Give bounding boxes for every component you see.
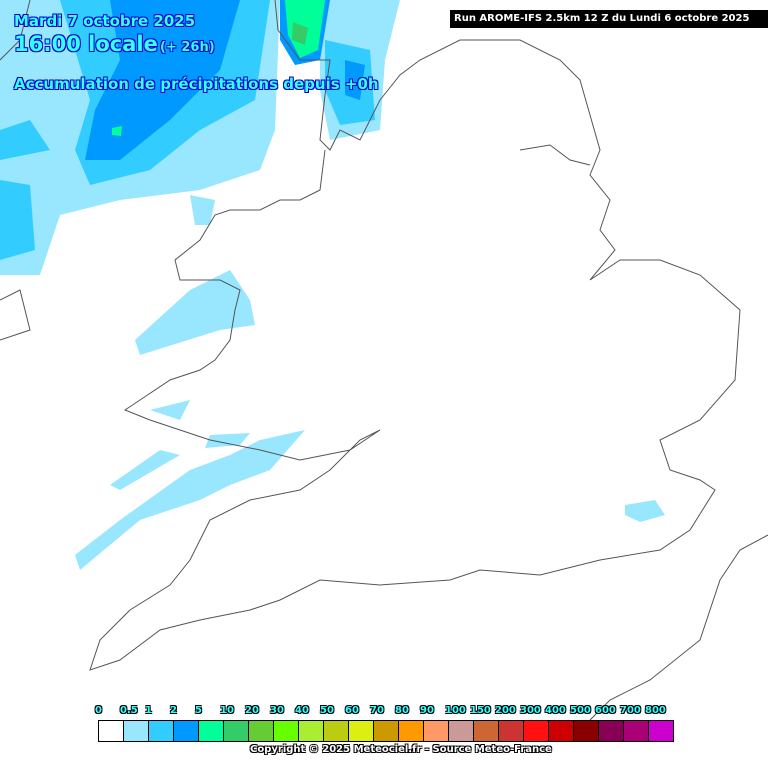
legend-swatch [99,721,124,741]
legend-swatch [649,721,673,741]
legend-swatch [349,721,374,741]
legend-swatch [249,721,274,741]
copyright: Copyright © 2025 Meteociel.fr - Source M… [250,744,552,755]
legend-swatch [124,721,149,741]
legend-swatch [549,721,574,741]
legend-label: 600 [595,705,616,716]
legend-swatch [224,721,249,741]
legend-label: 30 [270,705,284,716]
legend-label: 700 [620,705,641,716]
legend-label: 200 [495,705,516,716]
legend-label: 70 [370,705,384,716]
legend-label: 50 [320,705,334,716]
legend-label: 0 [95,705,102,716]
legend-label: 500 [570,705,591,716]
forecast-time: 16:00 locale [14,32,158,56]
legend-swatch [474,721,499,741]
legend-label: 5 [195,705,202,716]
legend-swatch [574,721,599,741]
legend-swatch [374,721,399,741]
legend-swatch [199,721,224,741]
coastline [0,0,768,721]
legend-label: 2 [170,705,177,716]
legend-label: 0.5 [120,705,138,716]
run-info: Run AROME-IFS 2.5km 12 Z du Lundi 6 octo… [450,10,768,28]
legend-label: 800 [645,705,666,716]
legend-swatch [274,721,299,741]
legend-swatch [149,721,174,741]
lead-time: (+ 26h) [160,40,215,55]
color-legend [98,720,674,742]
forecast-date: Mardi 7 octobre 2025 [14,12,196,30]
legend-label: 150 [470,705,491,716]
legend-label: 20 [245,705,259,716]
legend-label: 80 [395,705,409,716]
legend-swatch [424,721,449,741]
legend-label: 60 [345,705,359,716]
legend-swatch [599,721,624,741]
legend-swatch [174,721,199,741]
legend-label: 400 [545,705,566,716]
legend-swatch [299,721,324,741]
legend-swatch [524,721,549,741]
field-title: Accumulation de précipitations depuis +0… [14,75,379,93]
legend-swatch [624,721,649,741]
legend-swatch [449,721,474,741]
legend-swatch [499,721,524,741]
legend-label: 10 [220,705,234,716]
legend-label: 100 [445,705,466,716]
legend-swatch [324,721,349,741]
legend-label: 90 [420,705,434,716]
legend-label: 300 [520,705,541,716]
precip-very-heavy [112,0,325,136]
legend-label: 40 [295,705,309,716]
legend-swatch [399,721,424,741]
legend-label: 1 [145,705,152,716]
